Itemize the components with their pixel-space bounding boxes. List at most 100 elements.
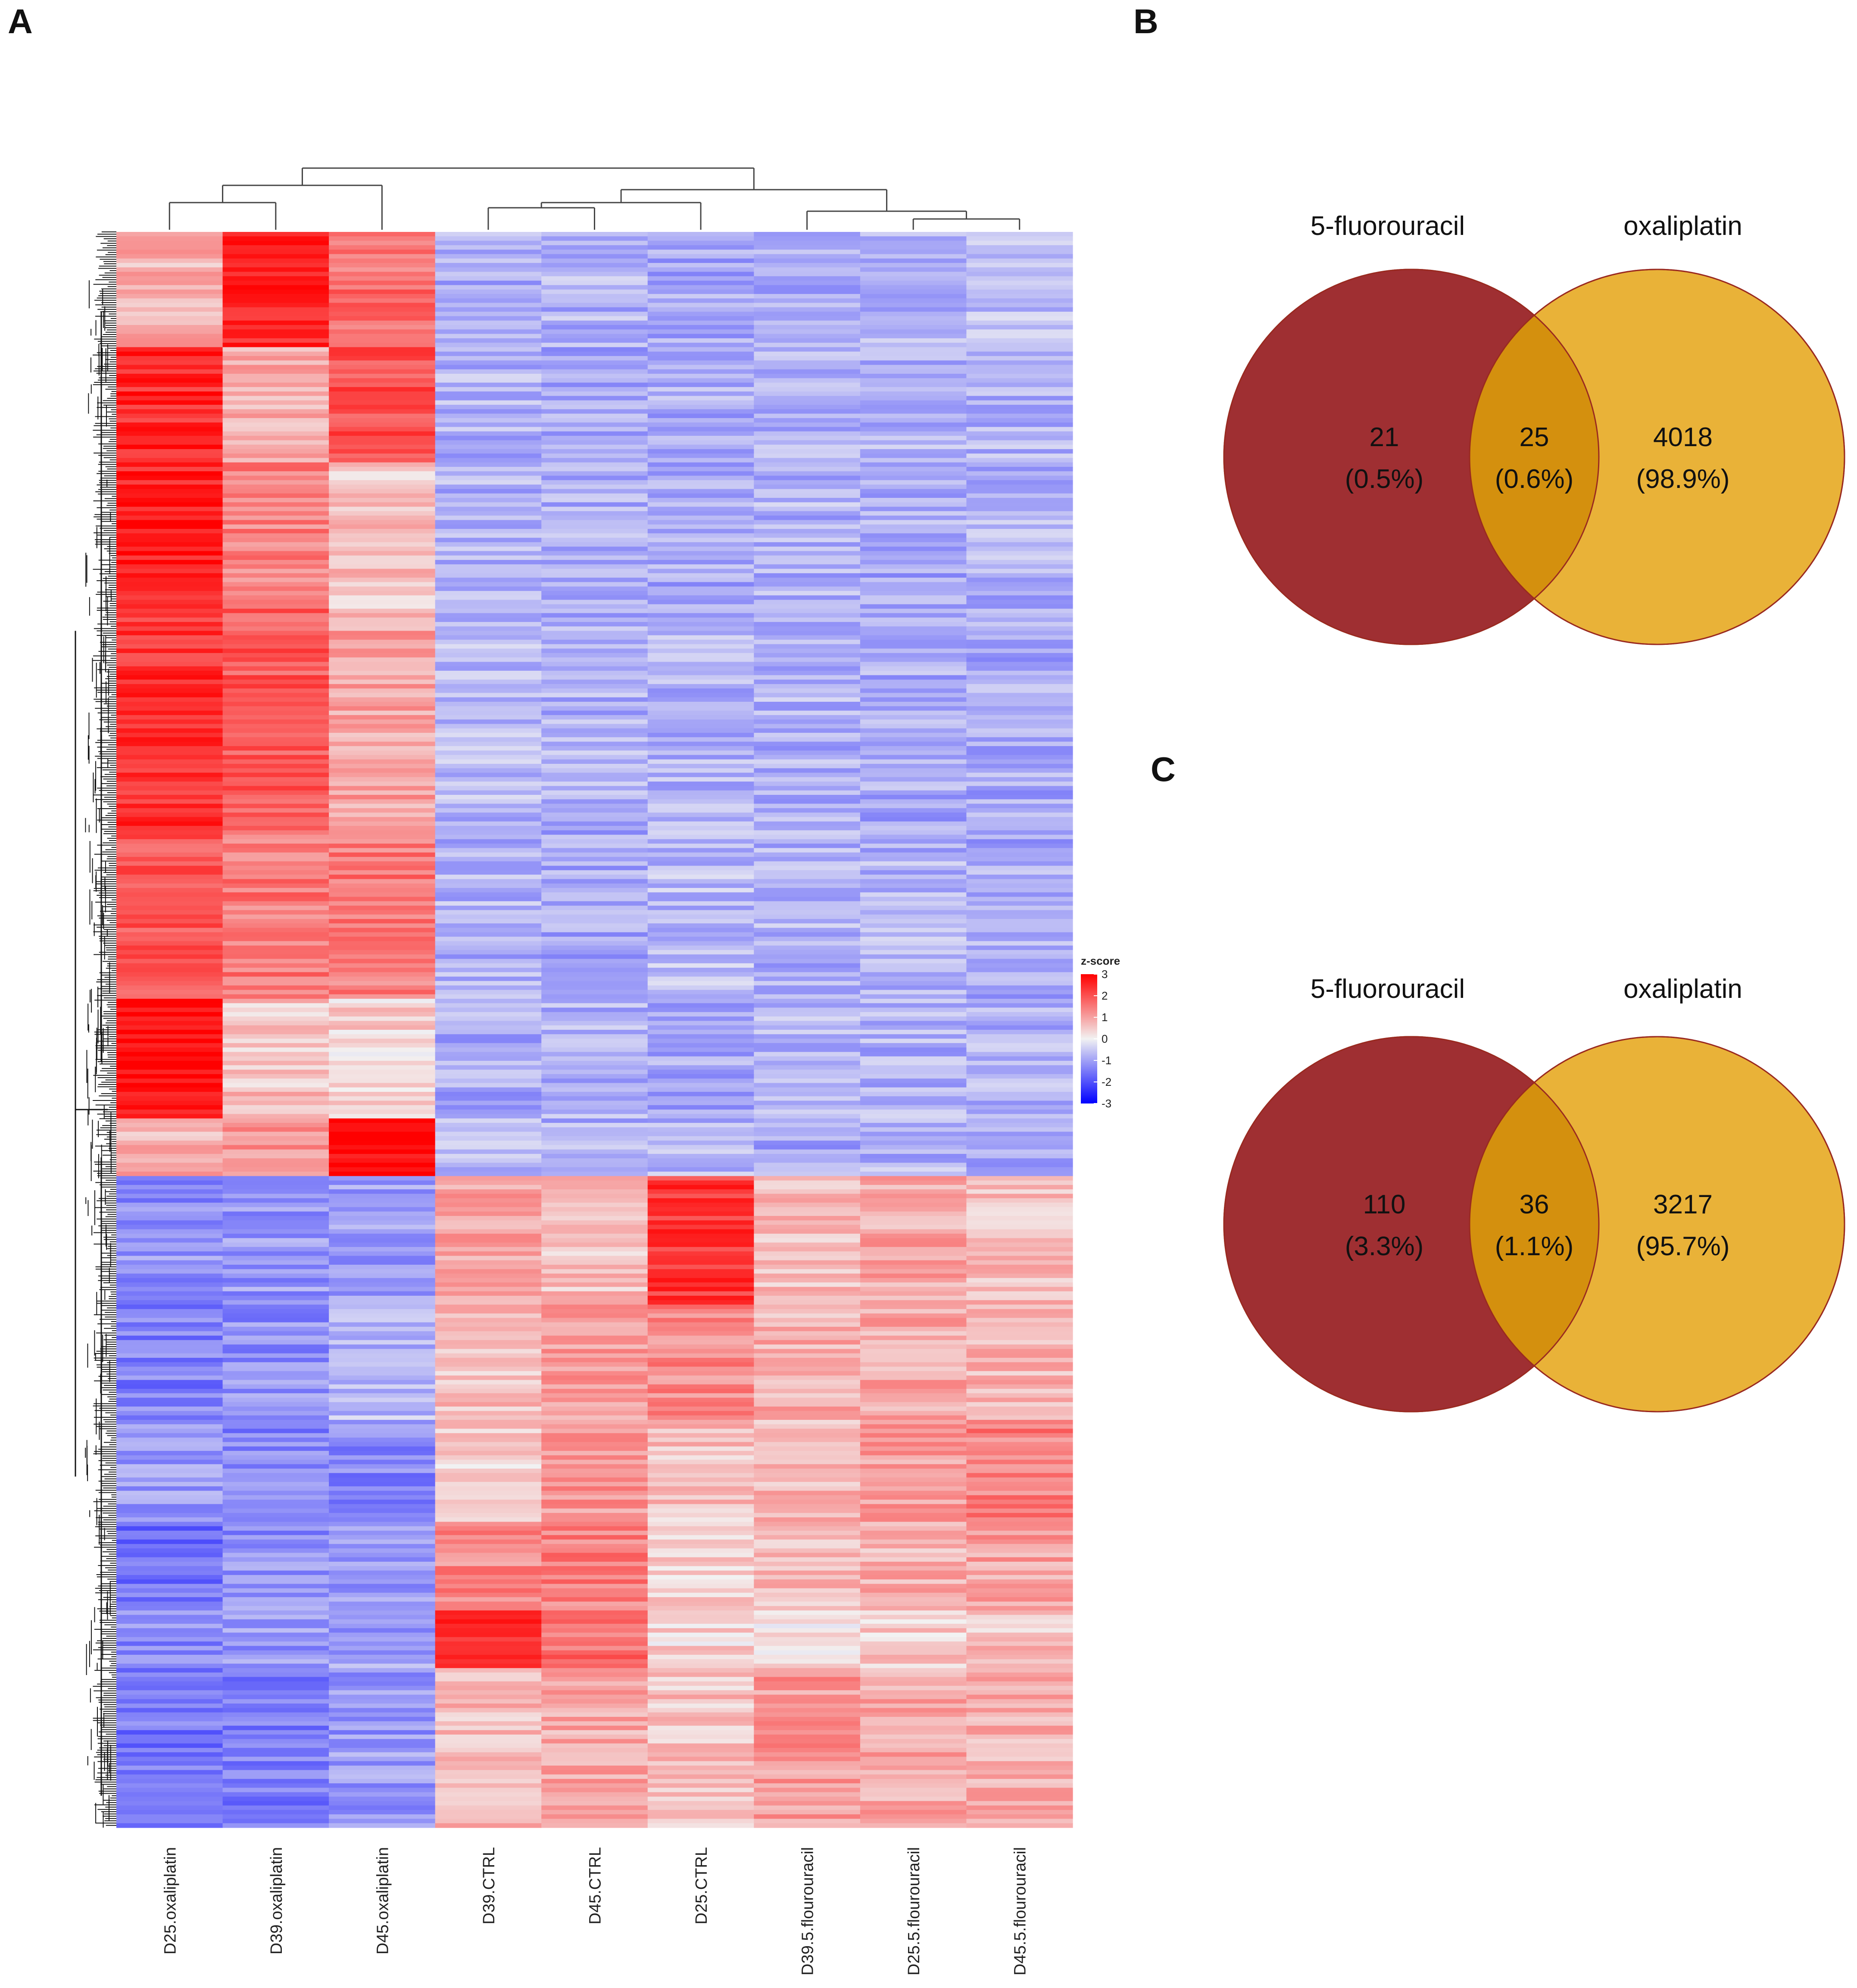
heatmap-cell (329, 875, 435, 879)
heatmap-cell (223, 1247, 329, 1252)
heatmap-cell (754, 1810, 860, 1815)
heatmap-cell (966, 1070, 1073, 1075)
heatmap-cell (966, 1274, 1073, 1278)
heatmap-cell (435, 1451, 542, 1456)
heatmap-cell (754, 245, 860, 250)
heatmap-cell (648, 378, 754, 383)
heatmap-cell (116, 1039, 223, 1044)
heatmap-cell (860, 436, 967, 441)
heatmap-cell (541, 662, 648, 666)
heatmap-cell (541, 1801, 648, 1806)
heatmap-cell (648, 1677, 754, 1682)
heatmap-cell (435, 932, 542, 937)
heatmap-cell (860, 1624, 967, 1629)
heatmap-cell (648, 1256, 754, 1260)
heatmap-cell (116, 1327, 223, 1332)
heatmap-cell (435, 1322, 542, 1327)
heatmap-cell (648, 1331, 754, 1336)
heatmap-cell (648, 1544, 754, 1549)
heatmap-cell (754, 422, 860, 427)
heatmap-cell (541, 760, 648, 764)
heatmap-cell (116, 1486, 223, 1491)
heatmap-cell (648, 1584, 754, 1588)
heatmap-cell (329, 1544, 435, 1549)
heatmap-cell (541, 1198, 648, 1203)
heatmap-cell (329, 476, 435, 481)
heatmap-cell (116, 1282, 223, 1287)
heatmap-cell (541, 298, 648, 303)
heatmap-cell (860, 1579, 967, 1584)
heatmap-cell (435, 1761, 542, 1766)
heatmap-cell (329, 1447, 435, 1451)
heatmap-cell (648, 1420, 754, 1425)
heatmap-cell (966, 1779, 1073, 1784)
heatmap-cell (329, 1721, 435, 1726)
heatmap-cell (754, 1119, 860, 1123)
heatmap-cell (116, 1739, 223, 1744)
heatmap-cell (648, 1553, 754, 1557)
heatmap-cell (648, 1061, 754, 1066)
heatmap-cell (435, 764, 542, 769)
heatmap-cell (329, 1021, 435, 1025)
heatmap-cell (541, 325, 648, 330)
heatmap-cell (860, 1047, 967, 1052)
heatmap-cell (329, 236, 435, 241)
heatmap-cell (435, 1278, 542, 1283)
heatmap-cell (754, 1163, 860, 1168)
heatmap-cell (223, 892, 329, 897)
heatmap-cell (116, 1433, 223, 1438)
heatmap-cell (116, 1553, 223, 1557)
heatmap-cell (116, 1819, 223, 1823)
heatmap-cell (754, 1132, 860, 1137)
heatmap-cell (541, 870, 648, 875)
heatmap-cell (329, 1730, 435, 1735)
heatmap-cell (754, 1225, 860, 1229)
heatmap-cell (754, 1486, 860, 1491)
heatmap-cell (223, 1212, 329, 1216)
heatmap-cell (754, 1717, 860, 1722)
heatmap-cell (116, 422, 223, 427)
heatmap-cell (435, 1801, 542, 1806)
heatmap-cell (648, 1088, 754, 1092)
heatmap-cell (966, 1677, 1073, 1682)
heatmap-cell (648, 422, 754, 427)
heatmap-cell (754, 418, 860, 423)
heatmap-cell (860, 1509, 967, 1513)
heatmap-cell (541, 1203, 648, 1207)
heatmap-cell (223, 1810, 329, 1815)
heatmap-cell (860, 1535, 967, 1540)
heatmap-cell (541, 750, 648, 755)
heatmap-cell (966, 959, 1073, 963)
heatmap-cell (648, 431, 754, 436)
heatmap-cell (541, 1260, 648, 1265)
heatmap-cell (648, 626, 754, 631)
heatmap-cell (223, 839, 329, 844)
heatmap-cell (966, 1699, 1073, 1704)
heatmap-cell (754, 1628, 860, 1633)
heatmap-cell (541, 511, 648, 516)
heatmap-cell (860, 391, 967, 396)
heatmap-cell (966, 1819, 1073, 1823)
heatmap-cell (754, 892, 860, 897)
heatmap-cell (116, 781, 223, 786)
heatmap-cell (223, 733, 329, 738)
heatmap-cell (754, 1243, 860, 1247)
heatmap-cell (329, 1278, 435, 1283)
heatmap-cell (648, 1513, 754, 1518)
heatmap-cell (648, 1229, 754, 1234)
heatmap-cell (860, 963, 967, 968)
heatmap-cell (329, 711, 435, 716)
heatmap-cell (648, 1083, 754, 1088)
heatmap-cell (754, 1442, 860, 1447)
heatmap-cell (754, 649, 860, 653)
heatmap-cell (116, 844, 223, 848)
heatmap-cell (754, 662, 860, 666)
heatmap-cell (329, 764, 435, 769)
heatmap-cell (541, 1579, 648, 1584)
heatmap-cell (966, 1234, 1073, 1238)
heatmap-cell (541, 1393, 648, 1398)
heatmap-cell (223, 1823, 329, 1828)
heatmap-cell (435, 830, 542, 835)
heatmap-cell (116, 1526, 223, 1531)
heatmap-cell (116, 427, 223, 431)
